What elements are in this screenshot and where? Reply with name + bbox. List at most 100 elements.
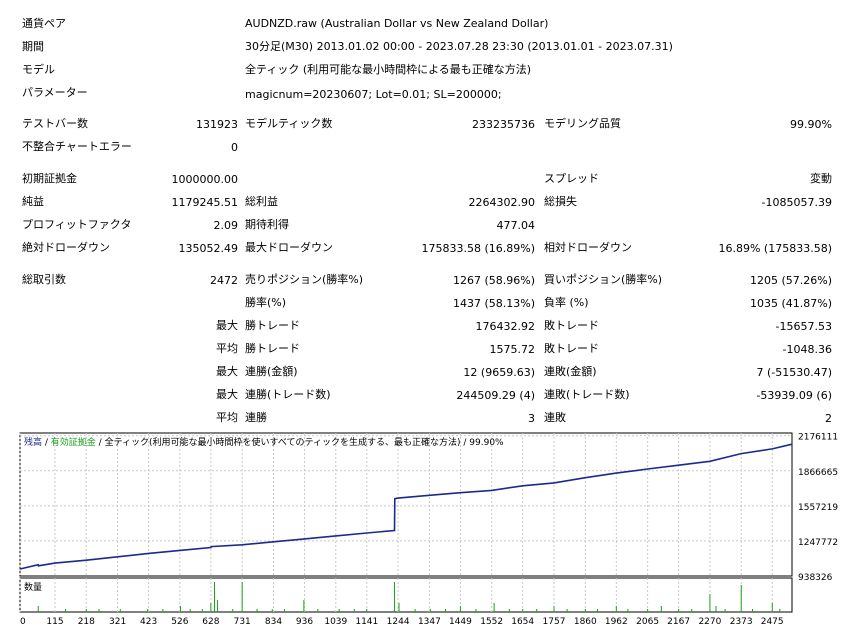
consec-wins-cnt-label: 連勝(トレード数) xyxy=(245,388,331,401)
x-tick-label: 218 xyxy=(78,617,95,627)
max-dd-value: 175833.58 (16.89%) xyxy=(421,242,535,255)
x-tick-label: 1141 xyxy=(355,617,378,627)
model-quality-value: 99.90% xyxy=(790,118,832,131)
largest-win-value: 176432.92 xyxy=(475,320,536,333)
initial-deposit-value: 1000000.00 xyxy=(171,173,238,186)
test-bars-value: 131923 xyxy=(196,118,238,131)
grid-lines xyxy=(19,433,792,612)
largest-loss-value: -15657.53 xyxy=(775,320,832,333)
test-bars-label: テストバー数 xyxy=(22,117,88,130)
x-tick-label: 834 xyxy=(265,617,282,627)
loss-rate-label: 負率 (%) xyxy=(544,296,589,309)
volume-bars xyxy=(37,582,781,612)
x-tick-label: 1449 xyxy=(449,617,472,627)
avg-consec-loss-value: 2 xyxy=(825,412,832,425)
long-label: 買いポジション(勝率%) xyxy=(544,273,663,286)
x-tick-label: 423 xyxy=(140,617,157,627)
params-label: パラメーター xyxy=(22,86,88,99)
x-tick-label: 1244 xyxy=(387,617,410,627)
win-rate-label: 勝率(%) xyxy=(245,296,287,309)
x-tick-label: 731 xyxy=(234,617,251,627)
gross-profit-value: 2264302.90 xyxy=(468,196,535,209)
rel-dd-label: 相対ドローダウン xyxy=(544,241,632,254)
avg-label-2: 平均 xyxy=(216,411,238,424)
legend-sep-2: / xyxy=(96,438,105,448)
gross-loss-label: 総損失 xyxy=(544,195,577,208)
avg-loss-label: 敗トレード xyxy=(544,342,599,355)
volume-plot-frame xyxy=(19,577,793,613)
short-value: 1267 (58.96%) xyxy=(452,274,535,287)
y-tick-labels: 938326 1247772 1557219 1866665 2176111 xyxy=(798,433,838,583)
chart-legend: 残高 / 有効証拠金 / 全ティック(利用可能な最小時間枠を使いすべてのティック… xyxy=(24,436,504,448)
x-tick-label: 1552 xyxy=(480,617,503,627)
avg-loss-value: -1048.36 xyxy=(782,343,832,356)
win-rate-value: 1437 (58.13%) xyxy=(452,297,535,310)
profit-factor-value: 2.09 xyxy=(213,219,239,232)
gross-loss-value: -1085057.39 xyxy=(761,196,832,209)
x-tick-label: 321 xyxy=(109,617,126,627)
model-ticks-value: 233235736 xyxy=(472,118,535,131)
pair-label: 通貨ペア xyxy=(22,17,66,30)
legend-quality: 99.90% xyxy=(469,438,504,448)
y-tick-label: 938326 xyxy=(798,573,833,583)
x-tick-label: 1347 xyxy=(418,617,441,627)
avg-label-1: 平均 xyxy=(216,342,238,355)
legend-balance: 残高 xyxy=(24,436,42,448)
legend-sep-3: / xyxy=(461,438,470,448)
avg-win-value: 1575.72 xyxy=(489,343,536,356)
rel-dd-value: 16.89% (175833.58) xyxy=(718,242,832,255)
x-tick-label: 2270 xyxy=(698,617,721,627)
x-tick-label: 1039 xyxy=(324,617,347,627)
x-tick-label: 0 xyxy=(20,617,26,627)
x-tick-label: 936 xyxy=(296,617,313,627)
total-trades-label: 総取引数 xyxy=(22,273,66,286)
x-tick-label: 1860 xyxy=(574,617,597,627)
max-dd-label: 最大ドローダウン xyxy=(245,241,333,254)
avg-consec-wins-value: 3 xyxy=(528,412,535,425)
loss-rate-value: 1035 (41.87%) xyxy=(749,297,832,310)
model-label: モデル xyxy=(22,63,55,76)
x-tick-label: 526 xyxy=(171,617,188,627)
x-tick-labels: 0 115 218 321 423 526 628 731 834 936 1039 1141 1244… xyxy=(20,617,784,627)
model-ticks-label: モデルティック数 xyxy=(245,117,333,130)
max-label-3: 最大 xyxy=(216,388,238,401)
x-tick-label: 2373 xyxy=(730,617,753,627)
balance-line xyxy=(19,443,793,570)
consec-loss-amt-label: 連敗(金額) xyxy=(544,365,597,378)
y-tick-label: 2176111 xyxy=(798,433,838,443)
main-plot-frame xyxy=(19,432,793,577)
x-tick-label: 628 xyxy=(202,617,219,627)
legend-equity: 有効証拠金 xyxy=(51,436,96,448)
consec-loss-amt-value: 7 (-51530.47) xyxy=(756,366,832,379)
abs-dd-value: 135052.49 xyxy=(178,242,239,255)
largest-win-label: 勝トレード xyxy=(245,319,300,332)
max-label-1: 最大 xyxy=(216,319,238,332)
balance-series xyxy=(19,443,793,570)
abs-dd-label: 絶対ドローダウン xyxy=(22,241,110,254)
spread-label: スプレッド xyxy=(544,172,599,185)
y-tick-label: 1557219 xyxy=(798,503,838,513)
legend-sep-1: / xyxy=(42,438,51,448)
pair-value: AUDNZD.raw (Australian Dollar vs New Zea… xyxy=(245,17,549,30)
model-quality-label: モデリング品質 xyxy=(544,117,621,130)
model-value: 全ティック (利用可能な最小時間枠による最も正確な方法) xyxy=(245,63,532,76)
net-profit-label: 純益 xyxy=(22,195,44,208)
consec-wins-cnt-value: 244509.29 (4) xyxy=(456,389,535,402)
largest-loss-label: 敗トレード xyxy=(544,319,599,332)
total-trades-value: 2472 xyxy=(210,274,238,287)
net-profit-value: 1179245.51 xyxy=(171,196,238,209)
expected-payoff-value: 477.04 xyxy=(496,219,536,232)
x-tick-label: 1757 xyxy=(543,617,566,627)
consec-wins-amt-label: 連勝(金額) xyxy=(245,365,298,378)
params-value: magicnum=20230607; Lot=0.01; SL=200000; xyxy=(245,88,502,101)
initial-deposit-label: 初期証拠金 xyxy=(22,172,77,185)
consec-loss-cnt-label: 連敗(トレード数) xyxy=(544,388,630,401)
consec-loss-cnt-value: -53939.09 (6) xyxy=(756,389,832,402)
short-label: 売りポジション(勝率%) xyxy=(245,273,364,286)
x-tick-label: 2475 xyxy=(761,617,784,627)
legend-ticks: 全ティック(利用可能な最小時間枠を使いすべてのティックを生成する、最も正確な方法… xyxy=(105,436,461,448)
period-value: 30分足(M30) 2013.01.02 00:00 - 2023.07.28 … xyxy=(245,40,673,53)
consec-wins-amt-value: 12 (9659.63) xyxy=(463,366,535,379)
spread-value: 変動 xyxy=(810,172,832,185)
avg-consec-wins-label: 連勝 xyxy=(245,411,267,424)
